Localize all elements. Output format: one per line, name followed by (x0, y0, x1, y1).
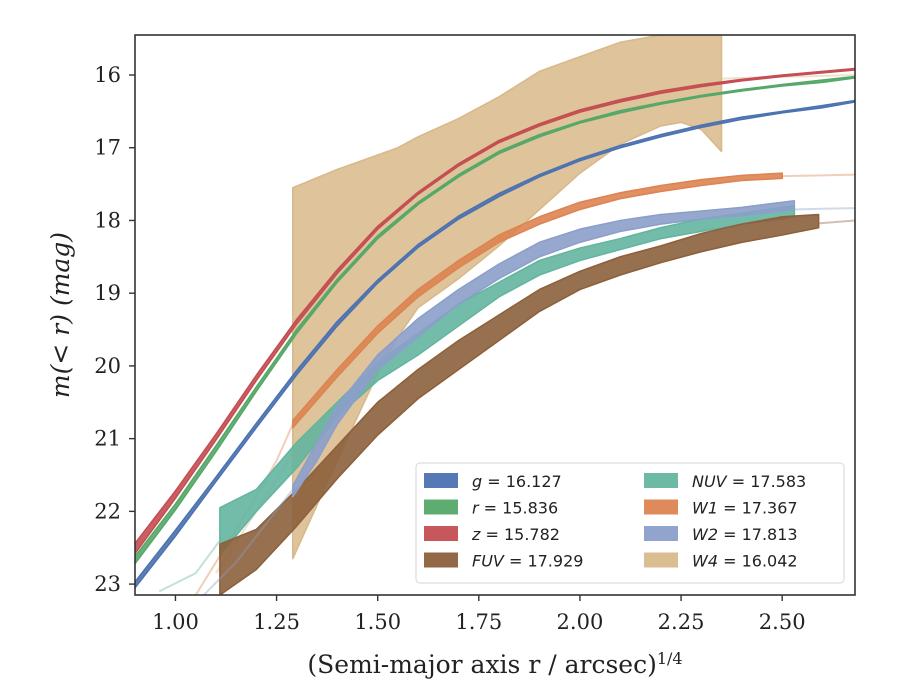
legend-item-z: z = 15.782 (424, 525, 560, 544)
y-axis-label: m(< r) (mag) (46, 232, 75, 398)
legend-label-band: z (471, 525, 481, 544)
legend-label: g = 16.127 (472, 472, 562, 491)
legend-swatch (424, 499, 458, 515)
x-axis-label: (Semi-major axis r / arcsec)1/4 (307, 649, 682, 680)
series-w4-band (292, 35, 723, 560)
x-axis-label-text: (Semi-major axis r / arcsec) (307, 650, 656, 679)
y-tick-label: 23 (94, 572, 121, 596)
x-tick-label: 1.75 (455, 610, 502, 634)
legend-item-nuv: NUV = 17.583 (644, 472, 806, 491)
legend-swatch (424, 473, 458, 488)
y-tick-label: 22 (94, 499, 121, 523)
axis-layer: 1.00 1.25 1.50 1.75 2.00 2.25 2.50 16 17 18 19 20 21… (94, 63, 805, 634)
x-tick-label: 1.50 (354, 610, 401, 634)
series-fuv-band (219, 213, 820, 595)
legend-swatch (644, 526, 678, 541)
legend-label-value: = 17.367 (718, 499, 798, 518)
series-w2-band (292, 200, 796, 498)
legend-label: W1 = 17.367 (692, 499, 798, 518)
series-r-band (135, 75, 855, 565)
legend-swatch (424, 526, 458, 541)
x-tick-label: 1.00 (152, 610, 199, 634)
legend-label-band: g (472, 472, 482, 491)
legend-label-value: = 16.042 (718, 552, 798, 571)
legend-item-w4: W4 = 16.042 (644, 552, 798, 571)
legend-label-band: W4 (692, 552, 718, 571)
x-tick-label: 2.50 (759, 610, 806, 634)
legend-label: NUV = 17.583 (692, 472, 806, 491)
y-tick-label: 16 (94, 63, 121, 87)
series-z (135, 67, 855, 555)
plot-frame (134, 34, 856, 596)
y-tick-label: 19 (94, 281, 121, 305)
legend-label-band: NUV (692, 472, 728, 491)
series-g-band (135, 99, 855, 589)
legend-label-value: = 17.583 (727, 472, 807, 491)
legend-label-value: = 17.813 (718, 525, 798, 544)
legend-item-w2: W2 = 17.813 (644, 525, 798, 544)
legend-label-band: W1 (692, 499, 718, 518)
legend-swatch (424, 552, 458, 568)
legend-label-value: = 15.782 (480, 525, 560, 544)
legend-swatch (644, 552, 678, 568)
legend-item-r: r = 15.836 (424, 499, 558, 518)
series-fuv-extension (818, 219, 855, 225)
legend-label-band: r (472, 499, 480, 518)
legend-label-value: = 16.127 (482, 472, 562, 491)
y-tick-label: 21 (94, 427, 121, 451)
legend-label: W2 = 17.813 (692, 525, 798, 544)
series-z-band (135, 67, 855, 555)
y-tick-label: 18 (94, 208, 121, 232)
legend-label: FUV = 17.929 (472, 552, 583, 571)
legend-label-value: = 15.836 (479, 499, 559, 518)
series-r (135, 75, 855, 565)
y-tick-label: 20 (94, 354, 121, 378)
x-axis-label-exponent: 1/4 (657, 649, 683, 668)
x-tick-label: 2.00 (557, 610, 604, 634)
legend-label: W4 = 16.042 (692, 552, 798, 571)
legend-item-g: g = 16.127 (424, 472, 562, 491)
legend-swatch (644, 499, 678, 515)
legend-label-value: = 17.929 (504, 552, 584, 571)
legend-label: r = 15.836 (472, 499, 558, 518)
series-w1-band (292, 172, 783, 429)
legend-box (415, 462, 845, 584)
series-nuv-extension (158, 539, 221, 593)
x-tick-label: 2.25 (658, 610, 705, 634)
y-tick-label: 17 (94, 136, 121, 160)
legend-label-band: W2 (692, 525, 718, 544)
x-tick-label: 1.25 (253, 610, 300, 634)
series-w2-extension (203, 207, 855, 595)
legend-label: z = 15.782 (471, 525, 560, 544)
legend-item-fuv: FUV = 17.929 (424, 552, 583, 571)
series-g (135, 99, 855, 589)
series-fuv (219, 213, 855, 595)
legend-label-band: FUV (472, 552, 505, 571)
series-layer (135, 35, 855, 595)
legend-item-w1: W1 = 17.367 (644, 499, 798, 518)
legend-swatch (644, 473, 678, 488)
series-w2 (203, 200, 855, 595)
